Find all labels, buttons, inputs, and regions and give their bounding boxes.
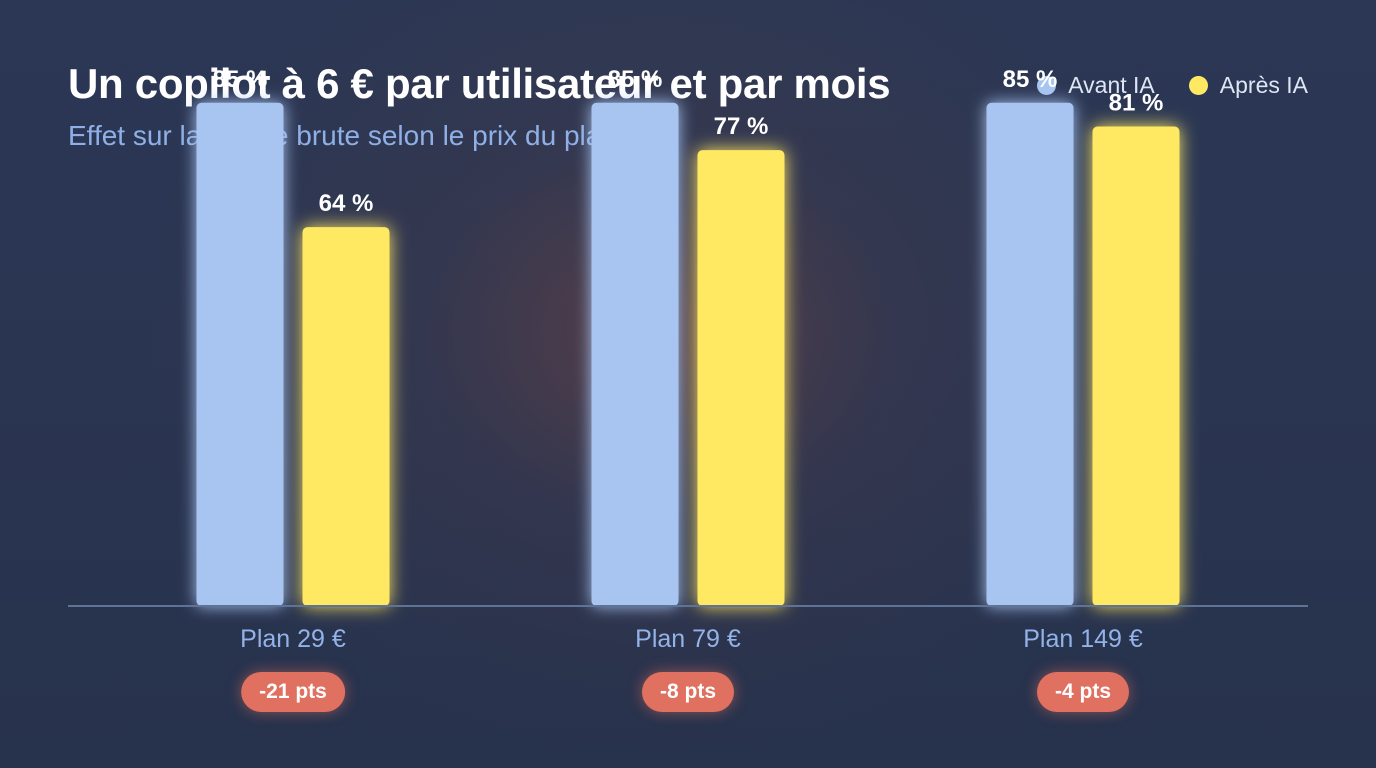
- delta-badge-1: -21 pts: [241, 672, 345, 712]
- value-label-avant-3: 85 %: [1003, 66, 1058, 93]
- category-label-2: Plan 79 €: [635, 625, 741, 653]
- legend-item-avant: Avant IA: [1037, 72, 1155, 99]
- delta-badge-3: -4 pts: [1036, 672, 1130, 712]
- chart-subtitle: Effet sur la marge brute selon le prix d…: [68, 120, 617, 151]
- bar-apres-3: [1092, 126, 1180, 606]
- category-label-3: Plan 149 €: [1023, 625, 1143, 653]
- legend-label-avant: Avant IA: [1068, 72, 1155, 98]
- legend-swatch-avant: [1037, 76, 1057, 95]
- value-label-apres-2: 77 %: [714, 113, 769, 140]
- legend: Avant IA Après IA: [1037, 72, 1308, 99]
- value-label-avant-2: 85 %: [608, 66, 663, 93]
- legend-item-apres: Après IA: [1188, 72, 1308, 99]
- bar-avant-3: [986, 102, 1074, 607]
- category-label-1: Plan 29 €: [240, 625, 346, 653]
- bar-apres-1: [302, 227, 390, 606]
- value-label-avant-1: 85 %: [213, 66, 268, 93]
- chart-title: Un copilot à 6 € par utilisateur et par …: [68, 60, 891, 107]
- legend-label-apres: Après IA: [1219, 72, 1308, 98]
- bar-avant-1: [196, 102, 284, 607]
- delta-badge-2: -8 pts: [641, 672, 735, 712]
- value-label-apres-1: 64 %: [319, 190, 374, 217]
- value-label-apres-3: 81 %: [1109, 89, 1164, 116]
- bar-apres-2: [697, 150, 785, 606]
- bar-avant-2: [591, 102, 679, 607]
- legend-swatch-apres: [1188, 76, 1208, 95]
